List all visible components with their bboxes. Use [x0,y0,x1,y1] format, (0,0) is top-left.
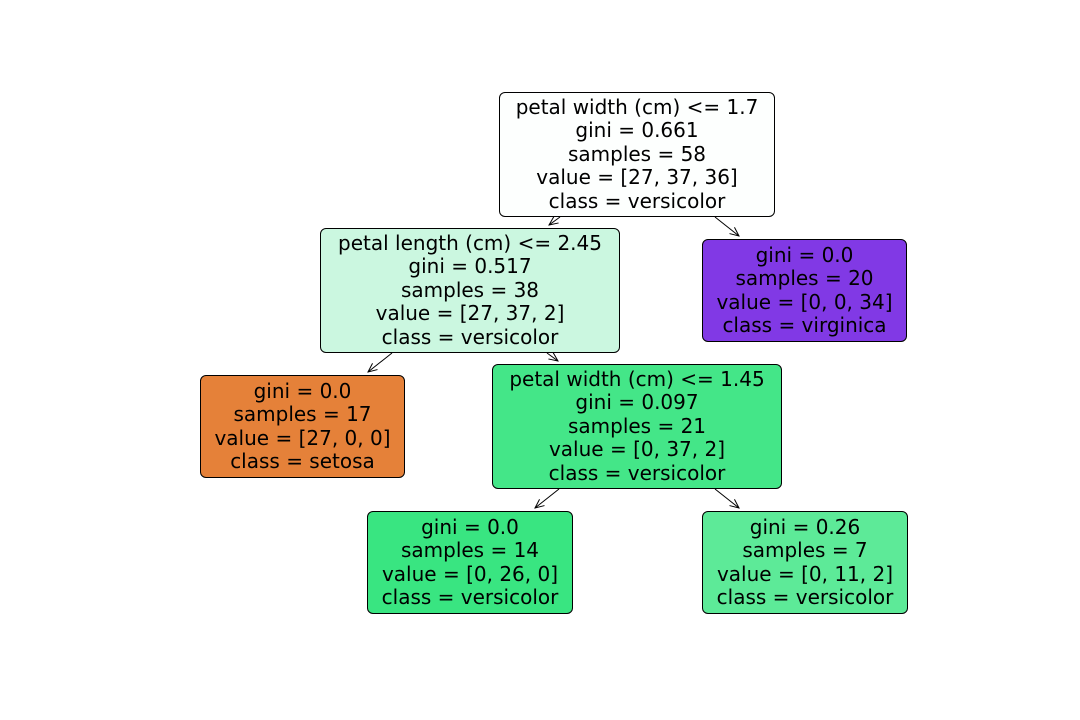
tree-leaf-versicolor-pure: gini = 0.0 samples = 14 value = [0, 26, … [367,511,573,614]
node-split: petal width (cm) <= 1.7 [515,94,759,119]
node-gini: gini = 0.0 [421,514,519,539]
node-value: value = [0, 0, 34] [716,289,893,314]
node-gini: gini = 0.097 [575,390,699,415]
node-gini: gini = 0.0 [253,378,352,403]
tree-leaf-versicolor-mixed: gini = 0.26 samples = 7 value = [0, 11, … [702,511,908,614]
node-gini: gini = 0.0 [755,242,854,267]
node-gini: gini = 0.661 [575,118,699,143]
node-class: class = setosa [230,448,375,473]
edge-root-to-right [714,216,739,236]
node-value: value = [0, 26, 0] [381,561,559,586]
node-class: class = virginica [722,312,887,337]
node-class: class = versicolor [548,460,726,485]
node-class: class = versicolor [548,188,726,213]
node-samples: samples = 38 [400,277,540,302]
node-samples: samples = 17 [233,402,372,427]
edge-root-to-left [549,217,561,225]
node-class: class = versicolor [381,324,559,349]
node-samples: samples = 20 [735,266,874,291]
tree-leaf-virginica: gini = 0.0 samples = 20 value = [0, 0, 3… [702,239,907,342]
edge-node1-to-left [368,352,393,372]
node-class: class = versicolor [381,584,559,609]
tree-node-root: petal width (cm) <= 1.7 gini = 0.661 sam… [499,92,775,217]
node-samples: samples = 7 [742,538,868,563]
node-class: class = versicolor [716,584,894,609]
tree-node-petal-width-split: petal width (cm) <= 1.45 gini = 0.097 sa… [492,364,782,489]
node-samples: samples = 58 [567,141,707,166]
node-value: value = [27, 37, 2] [375,301,565,326]
node-value: value = [0, 37, 2] [548,437,726,462]
node-samples: samples = 21 [567,413,707,438]
node-samples: samples = 14 [400,538,540,563]
edge-node1-to-right [546,353,558,361]
node-value: value = [0, 11, 2] [716,561,894,586]
node-gini: gini = 0.26 [749,514,861,539]
node-split: petal width (cm) <= 1.45 [509,366,765,391]
tree-leaf-setosa: gini = 0.0 samples = 17 value = [27, 0, … [200,375,405,478]
node-value: value = [27, 0, 0] [214,425,391,450]
edge-node4-to-right [714,488,739,508]
node-gini: gini = 0.517 [408,254,532,279]
edge-node4-to-left [535,488,560,508]
node-value: value = [27, 37, 36] [536,165,738,190]
tree-node-petal-length-split: petal length (cm) <= 2.45 gini = 0.517 s… [320,228,620,353]
node-split: petal length (cm) <= 2.45 [338,230,602,255]
